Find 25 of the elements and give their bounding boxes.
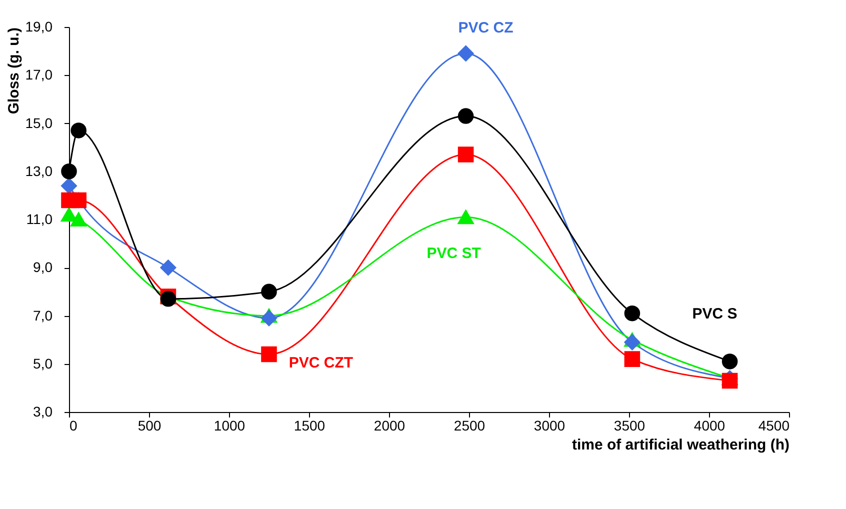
x-tick-label: 4000 <box>694 418 726 434</box>
y-tick-label: 9,0 <box>33 259 53 276</box>
y-tick-label: 3,0 <box>33 404 53 420</box>
x-tick-label: 1000 <box>214 418 246 434</box>
x-tick-label: 2000 <box>374 418 406 434</box>
x-axis-title: time of artificial weathering (h) <box>572 436 790 454</box>
y-tick-label: 13,0 <box>25 162 53 179</box>
x-tick-label: 3000 <box>534 418 566 434</box>
series-label: PVC CZT <box>288 354 354 372</box>
y-tick-label: 11,0 <box>26 211 53 227</box>
series-label: PVC S <box>692 305 738 322</box>
y-tick-label: 19,0 <box>25 18 53 34</box>
y-tick-label: 7,0 <box>33 307 53 324</box>
series-label: PVC CZ <box>458 19 514 36</box>
x-tick-label: 4500 <box>758 418 790 434</box>
x-tick-label: 1500 <box>294 418 326 434</box>
x-tick-label: 2500 <box>454 418 486 434</box>
y-tick-label: 15,0 <box>25 114 53 131</box>
y-tick-label: 5,0 <box>33 355 53 372</box>
x-tick-label: 3500 <box>614 418 646 434</box>
x-tick-label: 500 <box>138 418 162 434</box>
y-tick-label: 17,0 <box>25 66 53 83</box>
y-axis-title: Gloss (g. u.) <box>5 28 22 114</box>
series-label: PVC ST <box>426 245 481 262</box>
x-tick-label: 0 <box>70 418 78 434</box>
